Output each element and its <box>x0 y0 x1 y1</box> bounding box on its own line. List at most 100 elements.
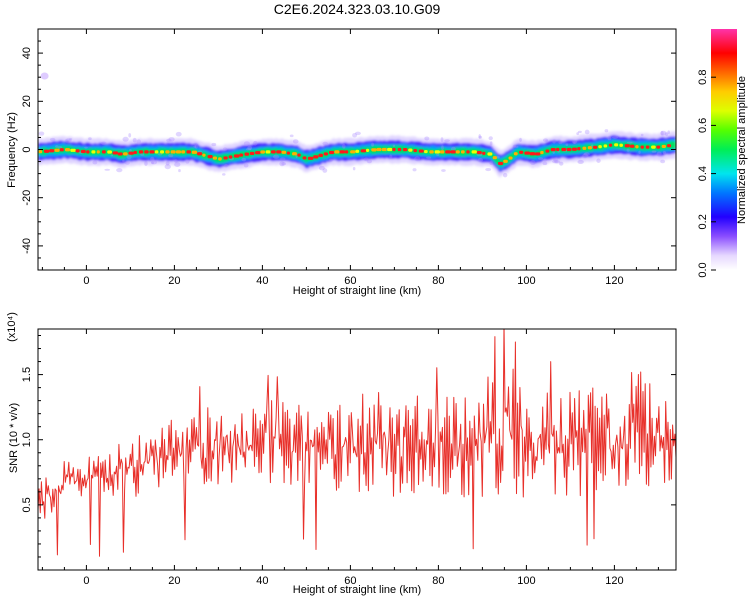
spectrogram-speckle <box>441 169 446 172</box>
spectrogram-speckle <box>441 145 444 151</box>
spectrogram-ticks: 0 20 40 60 80 100 120 -40 -20 0 20 40 <box>21 28 676 287</box>
spectrogram-speckle <box>538 157 543 160</box>
spectrogram-speckle <box>185 159 190 164</box>
spectrogram-core-cell <box>186 150 192 154</box>
spectrogram-core-cell <box>424 149 428 154</box>
spectrogram-core-cell <box>154 150 159 154</box>
spectrogram-core-cell <box>302 156 307 160</box>
spectrogram-speckle <box>55 145 59 148</box>
spectrogram-speckle <box>279 157 286 161</box>
spectrogram-x-tick-label: 0 <box>83 275 89 287</box>
spectrogram-core-cell <box>445 150 451 154</box>
spectrogram-core-cell <box>577 147 581 151</box>
spectrogram-core-cell <box>138 150 144 154</box>
colorbar-tick-label: 0.4 <box>697 166 709 181</box>
spectrogram-speckle <box>281 161 287 166</box>
snr-multiplier-label: (x10⁴) <box>6 312 18 342</box>
spectrogram-core-cell <box>292 152 297 156</box>
spectrogram-speckle <box>545 139 548 142</box>
spectrogram-speckle <box>554 160 561 164</box>
spectrogram-core-cell <box>233 154 240 158</box>
colorbar-ticks: 0.0 0.2 0.4 0.6 0.8 <box>697 70 716 278</box>
spectrogram-core-cell <box>313 155 319 159</box>
spectrogram-core-cell <box>492 156 497 160</box>
spectrogram-core-cell <box>487 152 493 156</box>
snr-y-axis-label: SNR (10 * v/v) <box>8 403 20 473</box>
spectrogram-speckle <box>662 150 666 155</box>
spectrogram-speckle <box>84 146 88 149</box>
spectrogram-y-tick-label: 0 <box>21 146 33 152</box>
spectrogram-speckle <box>49 137 56 142</box>
spectrogram-core-cell <box>344 150 349 154</box>
spectrogram-core-cell <box>270 150 276 154</box>
spectrogram-speckle <box>104 168 111 171</box>
spectrogram-band <box>38 72 676 178</box>
spectrogram-core-cell <box>476 150 482 155</box>
spectrogram-y-axis-label: Frequency (Hz) <box>6 112 18 188</box>
spectrogram-core-cell <box>318 153 323 158</box>
spectrogram-core-cell <box>408 148 413 152</box>
spectrogram-speckle <box>354 131 361 136</box>
spectrogram-speckle <box>174 159 178 163</box>
spectrogram-core-cell <box>365 148 370 152</box>
spectrogram-speckle <box>503 172 508 178</box>
spectrogram-speckle <box>513 145 519 148</box>
colorbar-tick-label: 0.2 <box>697 214 709 229</box>
spectrogram-speckle <box>144 161 148 166</box>
spectrogram-y-tick-label: -20 <box>21 190 33 206</box>
spectrogram-speckle <box>243 163 249 168</box>
spectrogram-speckle <box>342 143 346 149</box>
spectrogram-speckle <box>444 139 450 142</box>
spectrogram-core-cell <box>54 148 60 152</box>
spectrogram-speckle <box>116 168 123 173</box>
spectrogram-speckle <box>352 167 356 171</box>
spectrogram-speckle <box>279 161 285 167</box>
spectrogram-speckle <box>584 129 590 135</box>
spectrogram-core-cell <box>661 144 666 149</box>
spectrogram-core-cell <box>545 149 550 153</box>
spectrogram-core-cell <box>603 144 608 148</box>
spectrogram-isolated-blob <box>40 72 49 80</box>
spectrogram-speckle <box>124 161 130 165</box>
spectrogram-core-cell <box>629 144 635 148</box>
snr-x-tick-label: 40 <box>256 575 268 587</box>
spectrogram-speckle <box>253 140 258 146</box>
spectrogram-speckle <box>489 160 494 166</box>
spectrogram-speckle <box>110 154 114 157</box>
spectrogram-speckle <box>273 154 280 159</box>
spectrogram-speckle <box>477 157 483 163</box>
spectrogram-core-cell <box>608 143 613 147</box>
spectrogram-speckle <box>151 160 158 165</box>
spectrogram-core-cell <box>645 145 650 149</box>
spectrogram-core-cell <box>101 150 106 154</box>
spectrogram-speckle <box>211 142 217 147</box>
spectrogram-x-tick-label: 20 <box>168 275 180 287</box>
spectrogram-core-cell <box>387 147 393 152</box>
spectrogram-core-cell <box>112 151 119 155</box>
spectrogram-core-cell <box>513 152 518 156</box>
spectrogram-speckle <box>166 138 172 142</box>
spectrogram-core-cell <box>381 147 387 152</box>
spectrogram-core-cell <box>128 151 134 155</box>
snr-x-tick-label: 80 <box>432 575 444 587</box>
spectrogram-speckle <box>57 146 63 149</box>
spectrogram-speckle <box>488 136 493 141</box>
spectrogram-speckle <box>168 153 174 158</box>
spectrogram-core-cell <box>571 147 577 151</box>
spectrogram-core-cell <box>212 156 218 160</box>
colorbar-tick-label: 0.8 <box>697 70 709 85</box>
spectrogram-speckle <box>245 148 252 151</box>
snr-clip <box>38 329 676 557</box>
spectrogram-speckle <box>322 141 329 146</box>
spectrogram-speckle <box>126 154 132 160</box>
spectrogram-speckle <box>478 134 481 139</box>
spectrogram-core-cell <box>355 149 360 153</box>
spectrogram-core-cell <box>508 156 513 160</box>
spectrogram-x-tick-label: 80 <box>432 275 444 287</box>
spectrogram-speckle <box>576 132 580 136</box>
colorbar-tick-label: 0.0 <box>697 262 709 277</box>
spectrogram-core-cell <box>297 153 301 157</box>
spectrogram-speckle <box>136 139 141 145</box>
spectrogram-core-cell <box>86 150 90 154</box>
spectrogram-speckle <box>129 149 132 152</box>
